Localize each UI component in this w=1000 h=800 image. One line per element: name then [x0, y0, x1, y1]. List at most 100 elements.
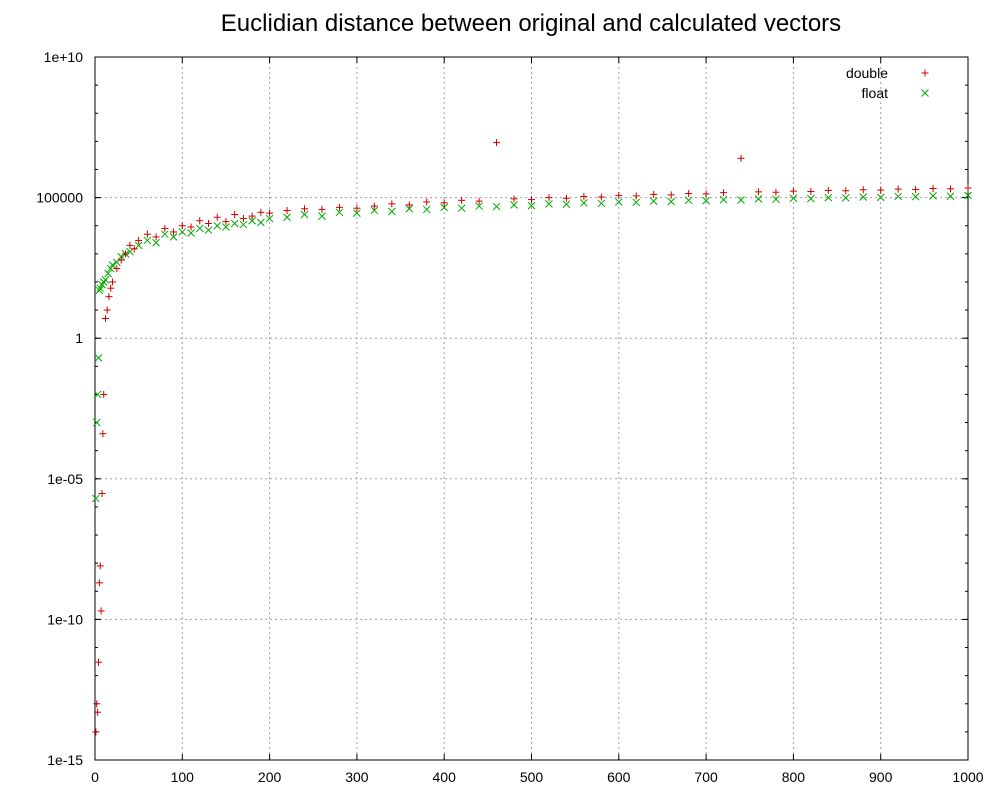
point-double — [108, 278, 116, 286]
x-tick-label: 600 — [607, 769, 631, 785]
point-double — [105, 293, 113, 301]
x-tick-label: 800 — [782, 769, 806, 785]
point-float — [841, 193, 850, 202]
point-float — [387, 207, 396, 216]
point-float — [527, 201, 536, 210]
data-points — [92, 139, 972, 736]
point-float — [101, 275, 110, 284]
point-double — [458, 196, 466, 204]
point-float — [195, 224, 204, 233]
point-double — [370, 202, 378, 210]
point-double — [126, 241, 134, 249]
point-float — [580, 199, 588, 207]
point-double — [99, 430, 107, 438]
point-float — [929, 192, 937, 200]
point-float — [510, 201, 518, 209]
point-double — [545, 194, 553, 202]
point-double — [122, 250, 130, 258]
point-float — [94, 354, 103, 362]
point-double — [964, 184, 972, 192]
point-float — [964, 191, 972, 200]
point-double — [100, 390, 108, 398]
point-double — [95, 579, 103, 587]
point-float — [772, 195, 780, 204]
point-double — [92, 728, 100, 736]
point-float — [824, 193, 833, 202]
point-float — [134, 241, 143, 250]
point-double — [187, 223, 195, 231]
point-double — [266, 209, 274, 217]
point-float — [300, 210, 309, 219]
legend-marker-double — [921, 69, 929, 77]
point-float — [911, 192, 920, 201]
point-double — [117, 256, 125, 264]
legend: double float — [846, 65, 929, 101]
point-double — [335, 203, 343, 211]
y-tick-label: 1e-05 — [47, 471, 83, 487]
point-double — [353, 204, 361, 212]
point-double — [170, 228, 178, 236]
axis-ticks: 0 100 200 300 400 500 600 700 800 900 1000 1e-15 1e-… — [36, 49, 983, 785]
point-double — [440, 199, 448, 207]
point-double — [824, 186, 832, 194]
point-double — [859, 186, 867, 194]
point-float — [597, 199, 606, 208]
point-double — [135, 236, 143, 244]
series-double — [92, 139, 972, 736]
point-float — [754, 195, 763, 203]
point-double — [493, 139, 501, 147]
point-float — [318, 212, 326, 220]
point-float — [104, 269, 112, 278]
point-double — [842, 187, 850, 195]
point-float — [93, 390, 102, 399]
point-double — [97, 607, 105, 615]
y-tick-label: 100000 — [36, 190, 83, 206]
point-float — [178, 228, 187, 236]
point-double — [912, 185, 920, 193]
point-double — [562, 194, 570, 202]
point-double — [388, 200, 396, 208]
point-float — [475, 202, 483, 210]
point-float — [222, 223, 230, 231]
x-tick-label: 0 — [91, 769, 99, 785]
point-double — [947, 185, 955, 193]
point-float — [95, 286, 104, 295]
point-double — [318, 205, 326, 213]
point-float — [143, 236, 152, 245]
legend-label-double: double — [846, 65, 888, 81]
legend-marker-float — [921, 89, 929, 97]
point-double — [667, 191, 675, 199]
y-tick-label: 1e-15 — [47, 752, 83, 768]
point-float — [719, 195, 728, 204]
point-double — [161, 224, 169, 232]
point-double — [103, 306, 111, 314]
point-double — [789, 187, 797, 195]
point-float — [684, 196, 693, 205]
point-double — [222, 218, 230, 226]
point-float — [807, 194, 815, 203]
point-double — [94, 708, 102, 716]
x-tick-label: 200 — [258, 769, 282, 785]
point-double — [94, 658, 102, 666]
point-float — [230, 219, 239, 228]
point-float — [667, 197, 676, 206]
x-tick-label: 400 — [433, 769, 457, 785]
x-tick-label: 1000 — [952, 769, 983, 785]
point-float — [894, 192, 903, 201]
point-float — [405, 204, 414, 213]
point-float — [457, 204, 466, 213]
point-double — [107, 284, 115, 292]
x-tick-label: 300 — [345, 769, 369, 785]
point-double — [248, 212, 256, 220]
point-float — [213, 221, 222, 230]
point-float — [283, 213, 291, 222]
point-double — [93, 700, 101, 708]
point-double — [101, 315, 109, 323]
point-double — [231, 211, 239, 219]
point-double — [894, 185, 902, 193]
point-double — [772, 188, 780, 196]
point-float — [859, 193, 868, 201]
point-float — [649, 197, 658, 205]
point-double — [143, 230, 151, 238]
